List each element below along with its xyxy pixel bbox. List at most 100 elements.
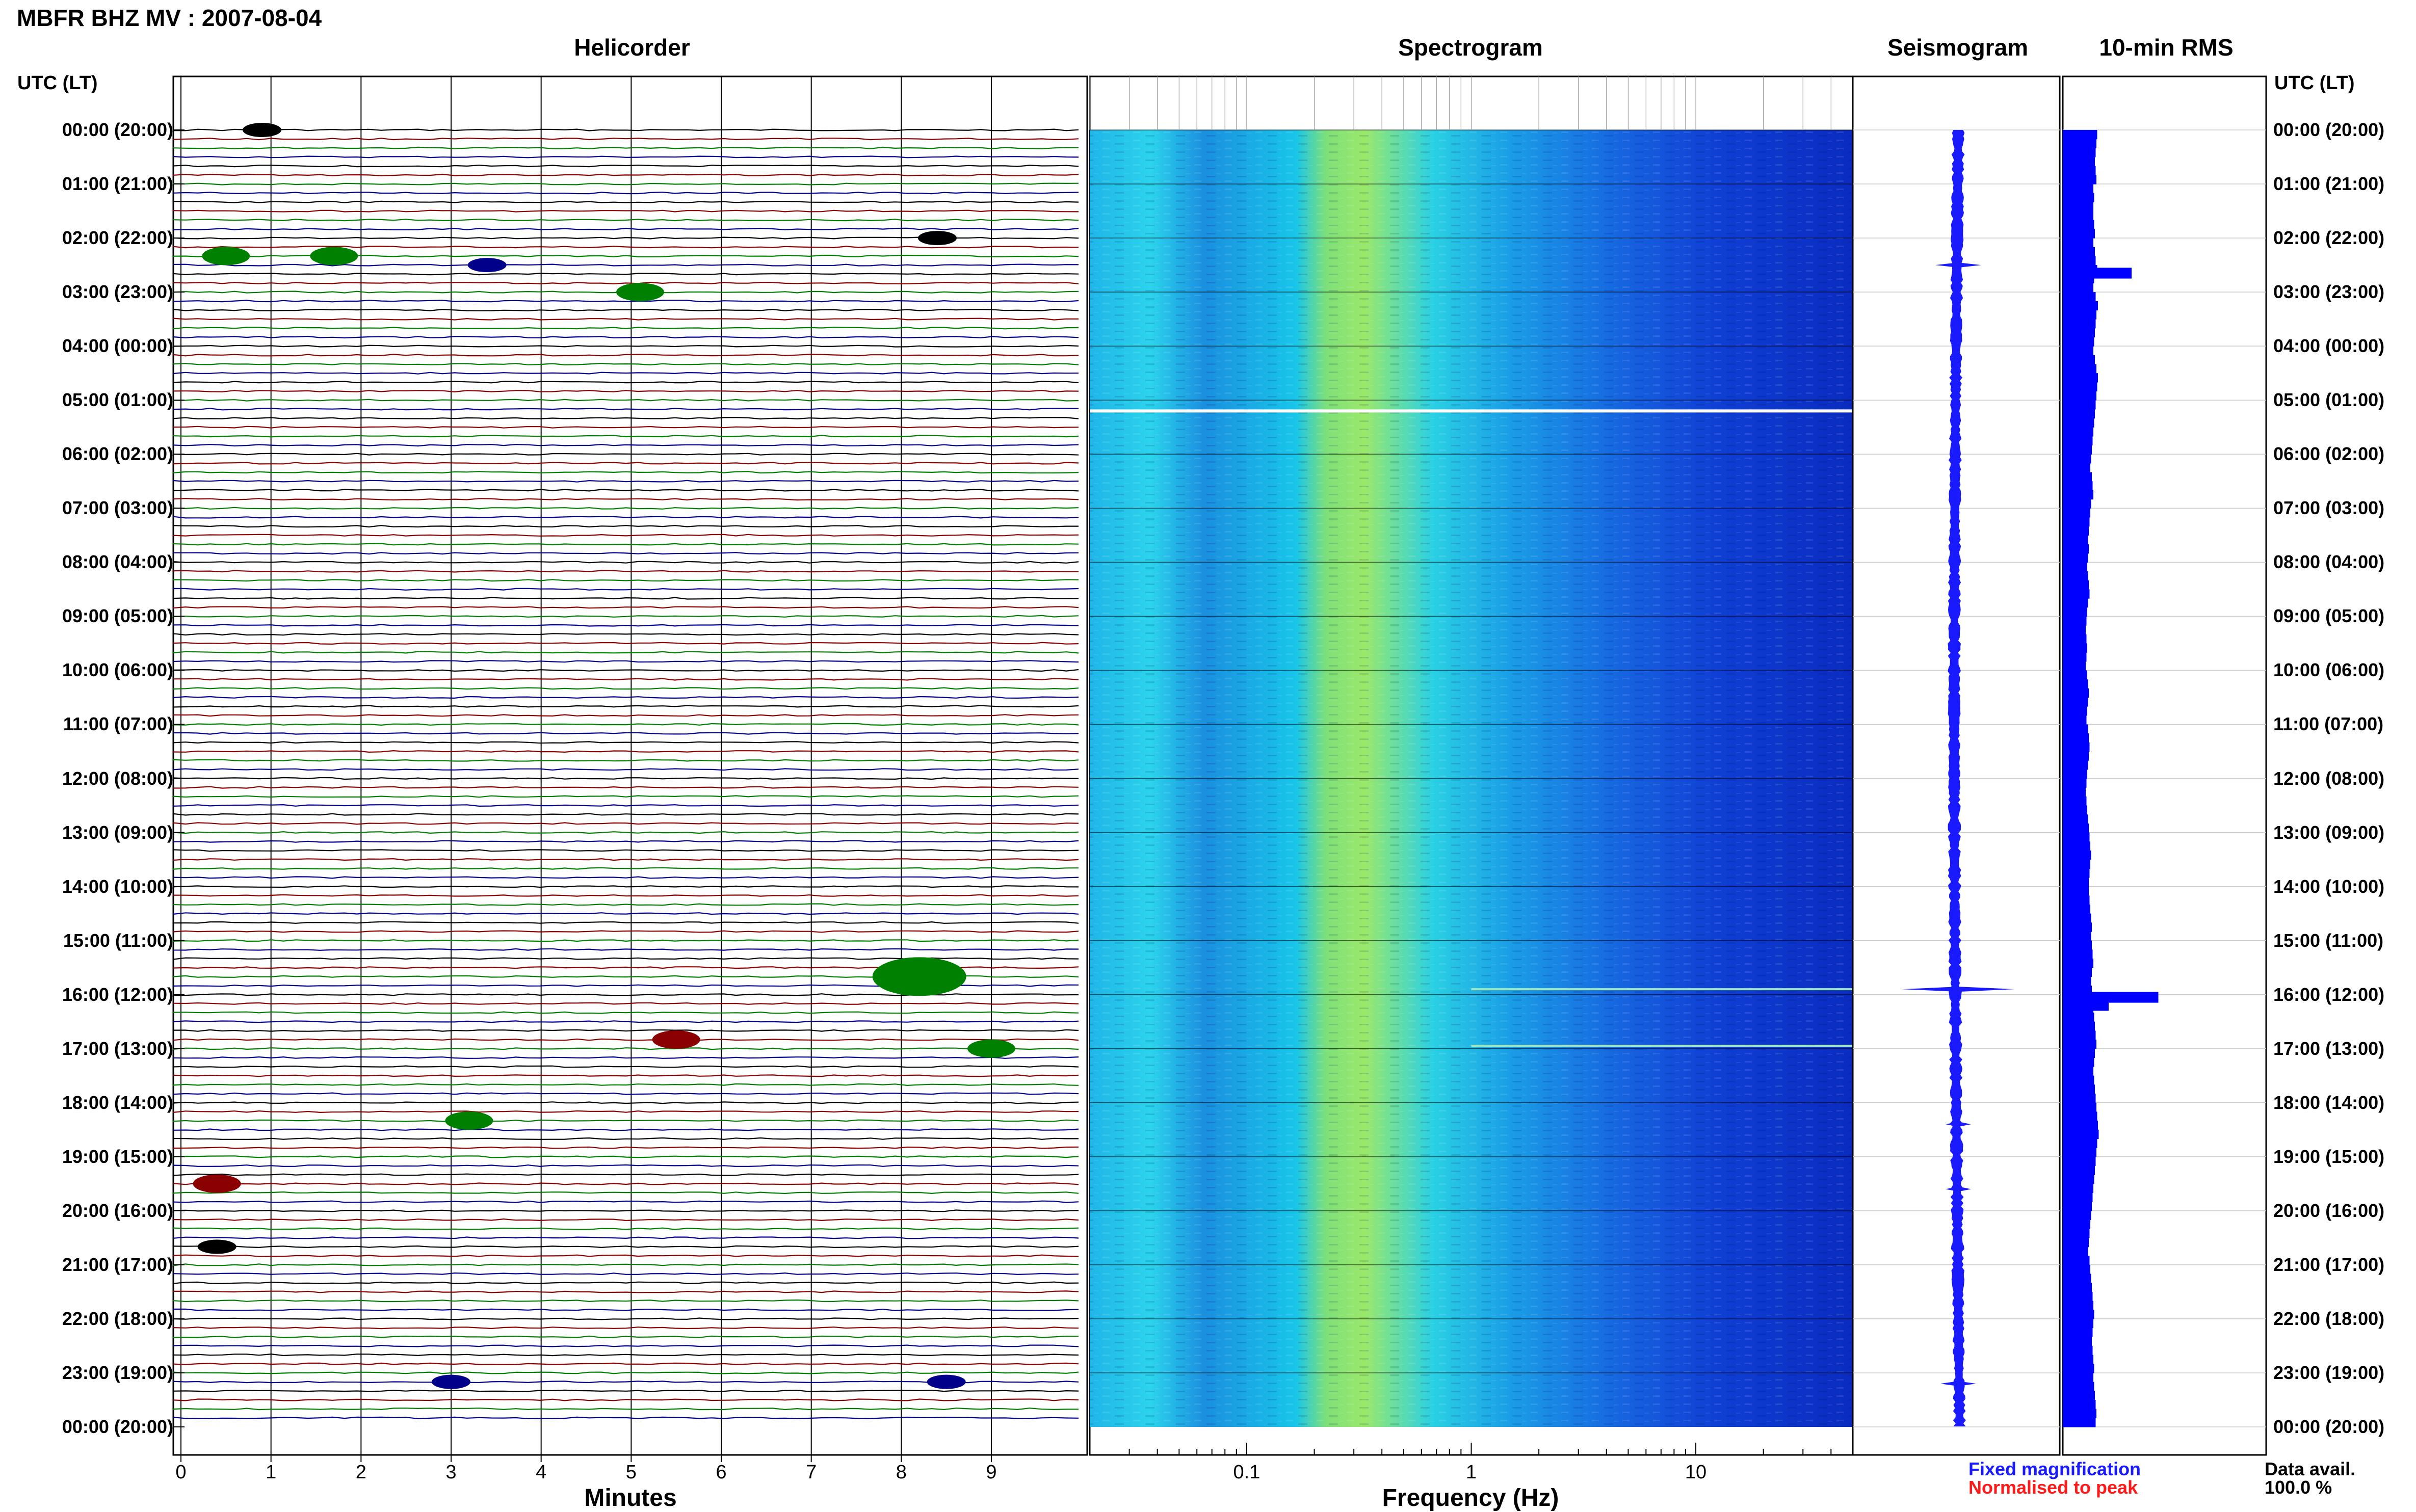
- time-label-left: 00:00 (20:00): [62, 1416, 173, 1437]
- rms-bar: [2063, 472, 2092, 482]
- helicorder-trace: [172, 732, 1079, 735]
- rms-bar: [2063, 1094, 2096, 1103]
- helicorder-trace: [172, 723, 1079, 726]
- rms-bar: [2063, 742, 2090, 752]
- time-label-right: 08:00 (04:00): [2273, 551, 2385, 573]
- helicorder-trace: [172, 1092, 1079, 1095]
- time-label-left: 03:00 (23:00): [62, 281, 173, 303]
- rms-bar: [2063, 1355, 2093, 1364]
- rms-bar: [2063, 1291, 2093, 1302]
- rms-bar: [2063, 1067, 2093, 1076]
- rms-bar: [2063, 1030, 2096, 1040]
- time-label-left: 04:00 (00:00): [62, 335, 173, 357]
- time-label-right: 21:00 (17:00): [2273, 1254, 2385, 1275]
- rms-bar: [2063, 751, 2089, 761]
- rms-bar: [2063, 589, 2090, 599]
- seismogram-spike: [1946, 1122, 1971, 1127]
- helicorder-x-tick-label: 0: [175, 1462, 187, 1483]
- helicorder-trace: [172, 200, 1079, 203]
- rms-bar: [2063, 932, 2091, 941]
- helicorder-trace: [172, 1263, 1079, 1266]
- helicorder-trace: [172, 687, 1079, 690]
- helicorder-trace: [172, 1308, 1079, 1311]
- helicorder-trace: [172, 1317, 1079, 1320]
- time-label-right: 15:00 (11:00): [2273, 930, 2384, 951]
- time-label-left: 19:00 (15:00): [62, 1146, 173, 1167]
- helicorder-x-tick-label: 8: [896, 1462, 907, 1483]
- rms-bar: [2063, 148, 2096, 157]
- rms-bar: [2063, 364, 2096, 374]
- rms-bar: [2063, 247, 2095, 257]
- rms-bar: [2063, 895, 2090, 905]
- helicorder-event: [467, 258, 507, 273]
- time-label-right: 00:00 (20:00): [2273, 1416, 2385, 1437]
- rms-bar: [2063, 310, 2096, 320]
- rms-bar: [2063, 1364, 2094, 1373]
- time-label-left: 02:00 (22:00): [62, 227, 173, 249]
- helicorder-trace: [172, 192, 1079, 195]
- spectrogram-x-label: Frequency (Hz): [1382, 1484, 1559, 1511]
- helicorder-trace: [172, 1200, 1079, 1203]
- helicorder-trace: [172, 1327, 1079, 1330]
- rms-bar: [2063, 1121, 2098, 1130]
- helicorder-trace: [172, 570, 1079, 573]
- rms-bar: [2063, 526, 2089, 536]
- rms-peak-bar: [2063, 268, 2132, 279]
- rms-bar: [2063, 760, 2088, 770]
- rms-bar: [2063, 454, 2091, 464]
- helicorder-trace: [172, 1155, 1079, 1158]
- rms-bar: [2063, 625, 2086, 635]
- rms-bar: [2063, 733, 2089, 743]
- time-label-right: 04:00 (00:00): [2273, 335, 2385, 357]
- rms-bar: [2063, 940, 2092, 950]
- rms-bar: [2063, 922, 2092, 932]
- helicorder-trace: [172, 443, 1079, 447]
- helicorder-trace: [172, 354, 1079, 357]
- helicorder-trace: [173, 453, 1079, 456]
- rms-bar: [2063, 346, 2093, 356]
- rms-bar: [2063, 1219, 2090, 1229]
- helicorder-trace: [172, 462, 1079, 465]
- rms-bar: [2063, 544, 2089, 554]
- time-label-left: 10:00 (06:00): [62, 659, 173, 681]
- rms-bar: [2063, 130, 2097, 140]
- helicorder-event: [918, 231, 957, 246]
- helicorder-x-tick-label: 6: [716, 1462, 727, 1483]
- time-label-left: 16:00 (12:00): [62, 984, 173, 1005]
- helicorder-trace: [172, 1128, 1079, 1131]
- helicorder-trace: [172, 678, 1079, 681]
- rms-bar: [2063, 463, 2090, 473]
- rms-bar: [2063, 562, 2087, 572]
- helicorder-trace: [172, 534, 1079, 537]
- rms-bar: [2063, 1040, 2096, 1049]
- helicorder-trace: [172, 1272, 1079, 1276]
- helicorder-trace: [172, 930, 1079, 933]
- rms-bar: [2063, 166, 2096, 175]
- helicorder-x-label: Minutes: [584, 1484, 677, 1511]
- rms-bar: [2063, 1192, 2093, 1202]
- helicorder-trace: [172, 1047, 1079, 1050]
- time-label-left: 15:00 (11:00): [63, 930, 173, 951]
- time-label-right: 13:00 (09:00): [2273, 821, 2385, 843]
- rms-bar: [2063, 1246, 2088, 1256]
- spectrogram-x-tick-label: 1: [1465, 1462, 1477, 1483]
- helicorder-trace: [172, 1074, 1079, 1077]
- time-label-left: 09:00 (05:00): [62, 605, 173, 627]
- helicorder-trace: [172, 281, 1079, 285]
- helicorder-trace: [172, 182, 1079, 185]
- rms-bar: [2063, 184, 2093, 194]
- helicorder-trace: [172, 597, 1079, 600]
- rms-bar: [2063, 1345, 2093, 1356]
- helicorder-x-tick-label: 3: [445, 1462, 457, 1483]
- helicorder-event: [652, 1030, 700, 1049]
- time-label-left: 13:00 (09:00): [62, 821, 173, 843]
- helicorder-event: [202, 247, 250, 266]
- helicorder-trace: [172, 714, 1079, 717]
- helicorder-trace: [172, 1290, 1079, 1293]
- time-label-left: 00:00 (20:00): [62, 119, 173, 140]
- rms-bar: [2063, 1138, 2097, 1148]
- seismogram-title: Seismogram: [1887, 34, 2029, 61]
- rms-bar: [2063, 301, 2098, 311]
- helicorder-trace: [172, 1353, 1079, 1357]
- helicorder-event: [616, 283, 664, 302]
